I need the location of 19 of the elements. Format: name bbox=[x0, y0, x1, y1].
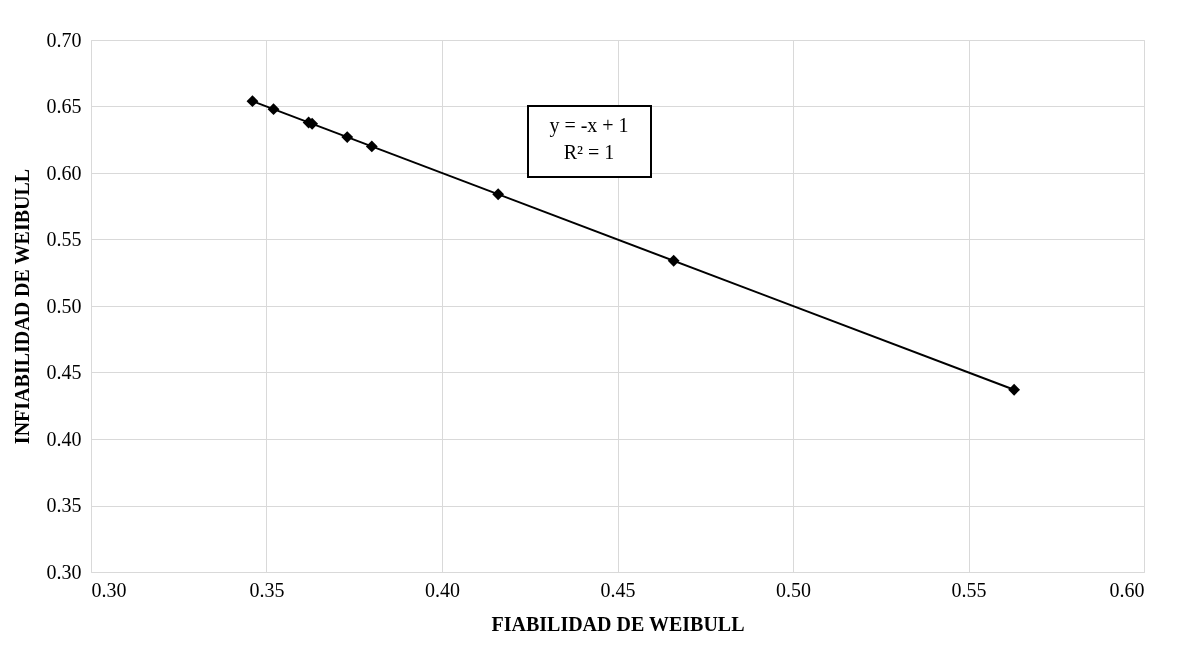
y-tick-label: 0.60 bbox=[46, 161, 82, 184]
y-tick-label: 0.50 bbox=[46, 294, 82, 317]
y-tick-label: 0.70 bbox=[46, 28, 82, 51]
y-tick-label: 0.40 bbox=[46, 427, 82, 450]
x-tick-label: 0.35 bbox=[249, 578, 285, 601]
x-axis-title: FIABILIDAD DE WEIBULL bbox=[491, 612, 745, 635]
y-axis-title: INFIABILIDAD DE WEIBULL bbox=[10, 168, 33, 445]
x-tick-label: 0.45 bbox=[600, 578, 636, 601]
y-tick-label: 0.35 bbox=[46, 494, 82, 516]
x-tick-label: 0.50 bbox=[776, 578, 811, 601]
x-tick-label: 0.30 bbox=[91, 578, 127, 601]
x-tick-label: 0.60 bbox=[1109, 578, 1145, 601]
y-tick-label: 0.65 bbox=[46, 95, 82, 117]
y-tick-label: 0.55 bbox=[46, 228, 82, 250]
annotation: y = -x + 1 R² = 1 bbox=[549, 114, 629, 163]
y-tick-label: 0.30 bbox=[46, 560, 82, 583]
y-tick-label: 0.45 bbox=[46, 361, 82, 383]
x-tick-label: 0.55 bbox=[951, 578, 987, 601]
x-tick-label: 0.40 bbox=[425, 578, 460, 601]
